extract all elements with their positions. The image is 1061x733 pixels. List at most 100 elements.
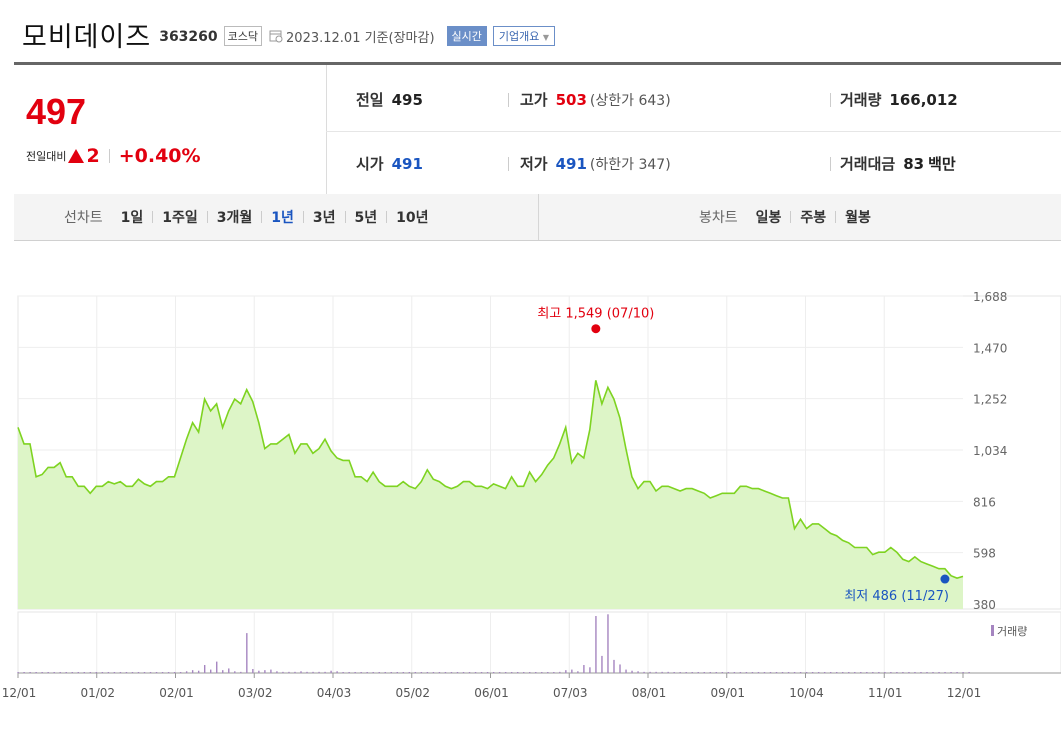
row-divider [326, 131, 1061, 132]
volume-bar [516, 672, 519, 673]
up-triangle-icon [68, 149, 85, 163]
volume-bar [872, 672, 874, 673]
low-value: 491 [555, 155, 587, 173]
volume-bar [444, 672, 447, 673]
volume-bar [529, 672, 531, 673]
volume-bar [234, 671, 236, 673]
volume-bar [866, 672, 868, 673]
volume-bar [920, 672, 922, 673]
realtime-button[interactable]: 실시간 [446, 26, 487, 46]
volume-bar [438, 672, 441, 673]
volume-bar [264, 670, 266, 673]
max-marker [591, 324, 601, 334]
volume-bar [149, 672, 152, 673]
volume-bar [390, 672, 392, 673]
price-area [18, 380, 963, 609]
volume-bar [131, 672, 134, 673]
candle-monthly[interactable]: 월봉 [845, 210, 871, 226]
volume-bar [71, 672, 73, 673]
volume-bar [143, 672, 146, 673]
volume-bar [372, 672, 374, 673]
volume-bar [137, 672, 140, 673]
divider [835, 211, 837, 223]
x-tick-label: 06/01 [474, 686, 509, 700]
current-price: 497 [26, 91, 87, 132]
volume-bar [715, 672, 718, 673]
volume-legend-swatch [991, 625, 994, 636]
volume-bar [878, 672, 880, 673]
volume-bar [896, 672, 898, 673]
volume-bar [625, 669, 627, 673]
x-tick-label: 08/01 [632, 686, 667, 700]
volume-bar [173, 672, 176, 673]
candle-daily[interactable]: 일봉 [755, 210, 782, 226]
price-line [17, 380, 964, 579]
volume-bar [890, 672, 892, 673]
volume-bar [679, 672, 681, 673]
volume-bar [330, 670, 332, 673]
volume-legend: 거래량 [997, 625, 1027, 638]
volume-bar [426, 672, 429, 673]
volume-bar [450, 672, 453, 673]
volume-bar [47, 672, 49, 673]
volume-bar [727, 672, 730, 673]
volume-bar [595, 616, 597, 673]
y-tick-label: 380 [973, 598, 996, 612]
volume-bar [829, 672, 832, 673]
volume-bar [811, 672, 814, 673]
volume-bar [589, 667, 591, 673]
x-tick-label: 10/04 [789, 686, 824, 700]
volume-bar [41, 672, 43, 673]
period-3m[interactable]: 3개월 [216, 210, 253, 226]
volume-bar [944, 672, 946, 673]
line-chart-label: 선차트 [64, 210, 103, 226]
period-1d[interactable]: 1일 [120, 210, 144, 226]
y-tick-label: 1,688 [973, 290, 1007, 304]
volume-bar [480, 672, 483, 673]
stock-code: 363260 [159, 29, 218, 45]
volume-bar [799, 672, 802, 673]
volume-bar [787, 672, 790, 673]
volume-bar [432, 672, 435, 673]
x-tick-label: 11/01 [868, 686, 903, 700]
volume-bar [167, 672, 170, 673]
amount-unit: 백만 [928, 155, 956, 173]
x-tick-label: 12/01 [947, 686, 982, 700]
lower-limit: (하한가 347) [589, 157, 671, 173]
period-3y[interactable]: 3년 [312, 210, 336, 226]
period-5y[interactable]: 5년 [354, 210, 378, 226]
volume-bar [504, 672, 507, 673]
base-date: 2023.12.01 기준(장마감) [286, 30, 435, 46]
x-tick-label: 09/01 [710, 686, 745, 700]
company-overview-button[interactable]: 기업개요 ▼ [492, 26, 556, 46]
volume-bar [757, 672, 760, 673]
volume-bar [733, 672, 736, 673]
volume-bar [306, 671, 308, 673]
candle-weekly[interactable]: 주봉 [800, 210, 827, 226]
candle-chart-periods: 봉차트 일봉 주봉 월봉 [699, 207, 871, 227]
volume-bar [222, 670, 224, 673]
volume-bar [216, 661, 218, 673]
volume-bar [631, 670, 633, 673]
volume-bar [793, 672, 796, 673]
stock-header: 모비데이즈 363260 코스닥 2023.12.01 기준(장마감) 실시간 … [22, 14, 556, 54]
volume-bar [191, 670, 194, 673]
period-1y[interactable]: 1년 [271, 210, 294, 226]
volume-bar [769, 672, 772, 673]
change-label: 전일대비 [26, 150, 67, 163]
y-tick-label: 1,470 [973, 341, 1007, 355]
chevron-down-icon: ▼ [542, 33, 550, 42]
divider [302, 211, 304, 223]
stock-name: 모비데이즈 [22, 21, 152, 53]
volume-bar [276, 671, 278, 673]
period-10y[interactable]: 10년 [396, 210, 429, 226]
prev-close: 전일 495 [356, 89, 423, 110]
volume-bar [541, 672, 543, 673]
volume-bar [29, 672, 31, 673]
volume-bar [781, 672, 784, 673]
volume-bar [125, 672, 128, 673]
prev-value: 495 [391, 91, 423, 109]
volume-bar [113, 672, 116, 673]
high-price: 고가 503 (상한가 643) [520, 89, 671, 110]
period-1w[interactable]: 1주일 [162, 210, 198, 226]
